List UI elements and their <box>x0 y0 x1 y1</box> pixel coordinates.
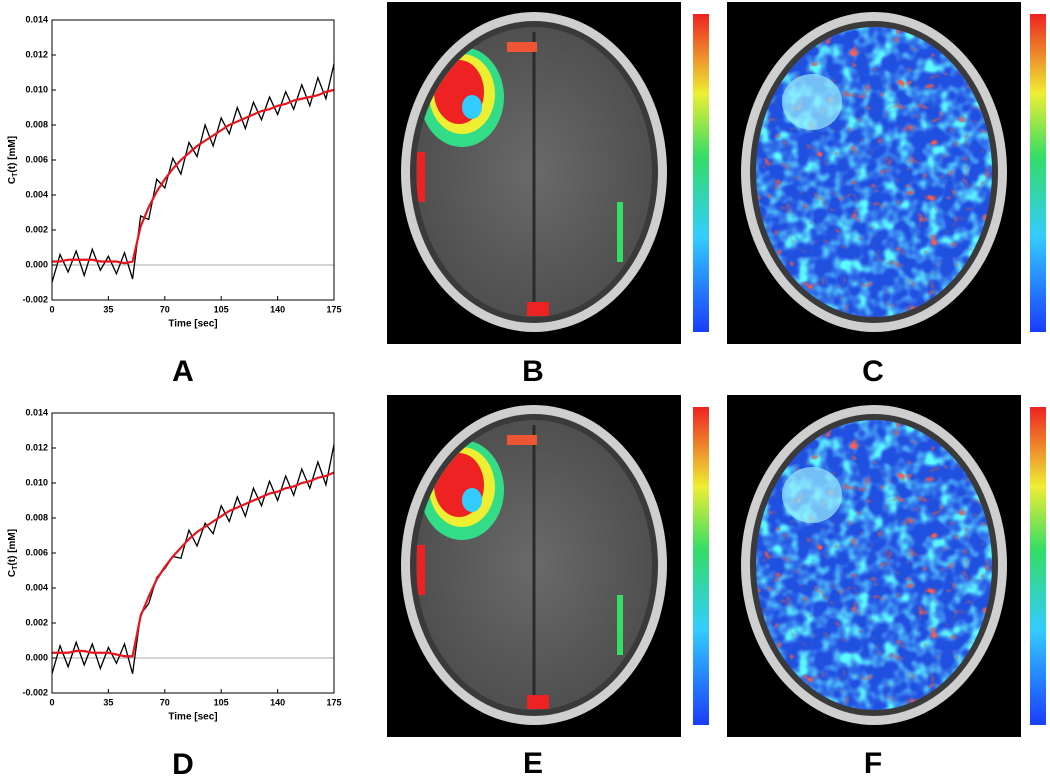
colorbar <box>693 407 709 725</box>
plot-frame <box>51 19 335 301</box>
y-tick-label: 0.000 <box>25 259 48 269</box>
y-tick-label: 0.014 <box>25 407 48 417</box>
panel-label: F <box>864 747 882 778</box>
y-tick-label: 0.002 <box>25 224 48 234</box>
y-tick-label: 0.006 <box>25 547 48 557</box>
y-axis-label-part: C <box>7 570 18 577</box>
y-tick-label: 0.012 <box>25 442 48 452</box>
panel-label: C <box>862 355 884 388</box>
image-b <box>387 2 681 344</box>
plot-frame <box>51 412 335 694</box>
y-tick-label: 0.010 <box>25 84 48 94</box>
x-tick-label: 105 <box>214 697 229 707</box>
x-tick-label: 35 <box>103 304 113 314</box>
data-line <box>52 88 335 265</box>
image-e <box>387 395 681 737</box>
y-axis-label-part: C <box>7 177 18 184</box>
x-tick-label: 0 <box>49 697 54 707</box>
panel-label: B <box>522 355 544 388</box>
panel-label: A <box>172 355 194 388</box>
x-axis-label: Time [sec] <box>168 319 217 330</box>
x-tick-label: 175 <box>326 304 341 314</box>
y-tick-label: -0.002 <box>22 294 48 304</box>
x-tick-label: 70 <box>160 304 170 314</box>
x-tick-label: 35 <box>103 697 113 707</box>
y-tick-label: 0.004 <box>25 582 48 592</box>
y-tick-label: 0.002 <box>25 617 48 627</box>
y-axis-label-sub: T <box>12 565 19 570</box>
y-tick-label: 0.008 <box>25 512 48 522</box>
data-line <box>51 444 335 674</box>
colorbar <box>1030 407 1046 725</box>
y-tick-label: 0.008 <box>25 119 48 129</box>
y-tick-label: 0.004 <box>25 189 48 199</box>
x-tick-label: 140 <box>270 697 285 707</box>
y-tick-label: 0.014 <box>25 14 48 24</box>
x-tick-label: 70 <box>160 697 170 707</box>
y-tick-label: 0.010 <box>25 477 48 487</box>
colorbar <box>1030 14 1046 332</box>
x-tick-label: 140 <box>270 304 285 314</box>
x-tick-label: 0 <box>49 304 54 314</box>
image-f <box>727 395 1021 737</box>
y-axis-label-part: (t) [mM] <box>7 529 18 566</box>
panel-label: E <box>523 747 543 778</box>
y-tick-label: 0.006 <box>25 154 48 164</box>
colorbar <box>693 14 709 332</box>
data-line <box>52 471 335 658</box>
data-line <box>51 63 335 283</box>
y-axis-label: CT(t) [mM] <box>7 529 19 577</box>
x-tick-label: 105 <box>214 304 229 314</box>
x-tick-label: 175 <box>326 697 341 707</box>
y-axis-label: CT(t) [mM] <box>7 136 19 184</box>
y-axis-label-sub: T <box>12 172 19 177</box>
y-tick-label: 0.000 <box>25 652 48 662</box>
x-axis-label: Time [sec] <box>168 712 217 723</box>
panel-label: D <box>172 748 194 778</box>
y-axis-label-part: (t) [mM] <box>7 136 18 173</box>
image-c <box>727 2 1021 344</box>
y-tick-label: 0.012 <box>25 49 48 59</box>
y-tick-label: -0.002 <box>22 687 48 697</box>
